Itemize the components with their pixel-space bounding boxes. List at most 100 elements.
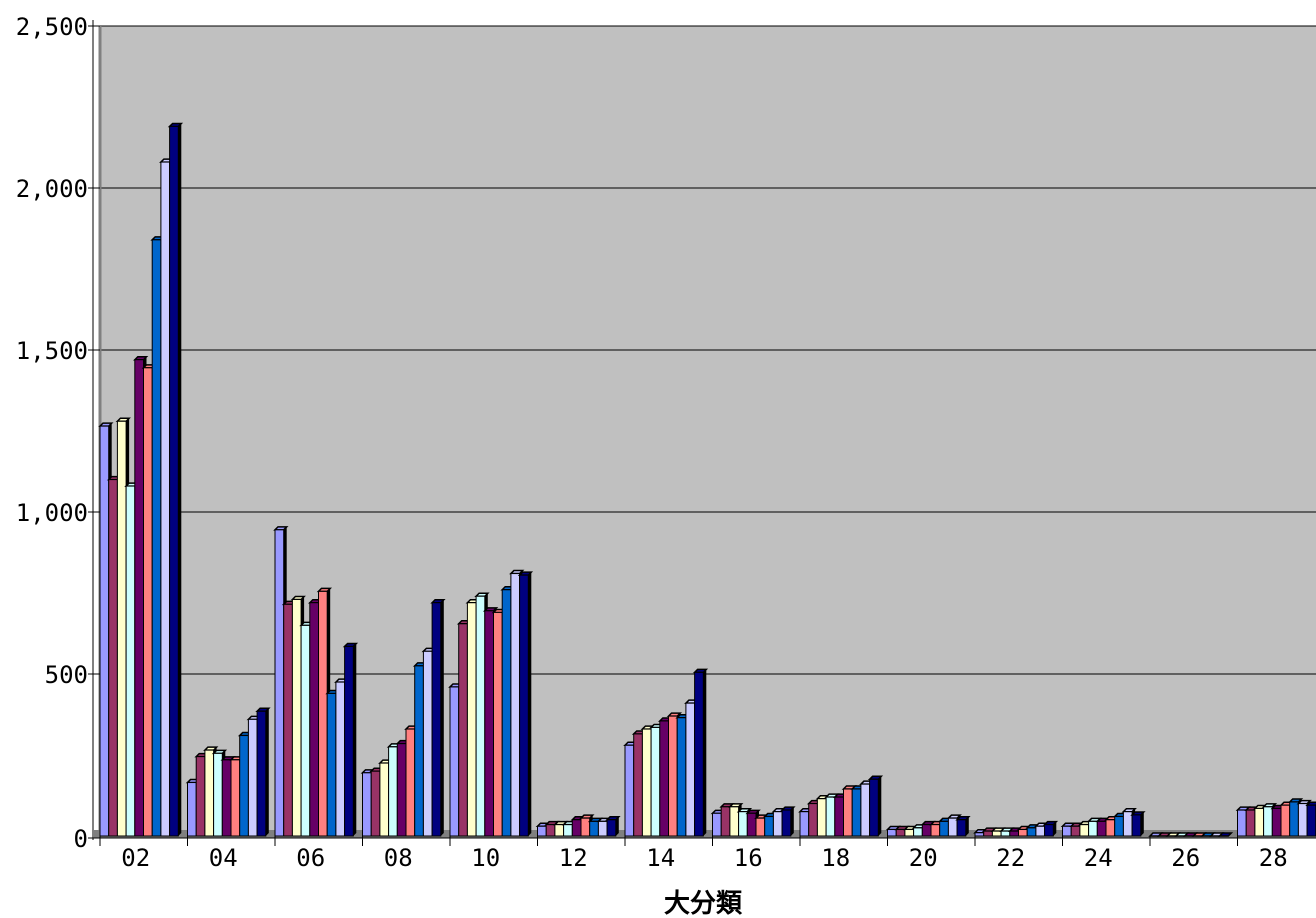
bar-front: [712, 812, 722, 837]
bar-front: [930, 824, 941, 837]
bar: [867, 775, 884, 837]
bar-front: [580, 817, 591, 837]
bar-front: [1009, 830, 1019, 837]
x-axis-ticks: 02 04 06 08 10 12 14 16 18 20 22 24 26 28: [99, 836, 1288, 872]
bar-side: [1140, 811, 1144, 836]
bar-front: [300, 624, 311, 837]
bar-front: [134, 359, 145, 837]
bar-front: [379, 762, 390, 837]
bar-front: [431, 602, 442, 837]
bar-front: [597, 820, 608, 837]
bar-front: [519, 574, 529, 837]
bar-front: [729, 806, 740, 837]
bar-front: [1018, 829, 1028, 837]
y-tick-label: 1,500: [16, 337, 88, 365]
bar-front: [1088, 820, 1098, 837]
y-tick-label: 0: [74, 825, 88, 853]
y-tick-label: 1,000: [16, 499, 88, 527]
bar-front: [169, 125, 179, 837]
bar-front: [895, 829, 906, 837]
x-tick-label: 10: [471, 844, 500, 872]
bar-front: [860, 783, 871, 837]
bar-front: [466, 602, 477, 837]
bar-front: [947, 817, 958, 837]
bar-side: [440, 599, 444, 836]
bar-front: [1062, 825, 1072, 837]
bar-front: [318, 590, 328, 837]
bar-front: [589, 820, 599, 837]
bar-front: [213, 752, 223, 837]
bar-front: [335, 681, 346, 837]
bar-front: [624, 744, 635, 837]
x-tick-label: 18: [821, 844, 850, 872]
bar-front: [772, 811, 783, 837]
bar-front: [869, 778, 879, 837]
bar-front: [309, 602, 319, 837]
bar-front: [274, 529, 285, 837]
y-tick-label: 2,000: [16, 175, 88, 203]
bar-front: [808, 803, 818, 837]
bar-front: [396, 743, 407, 837]
bar-front: [816, 798, 827, 837]
bar-front: [676, 717, 687, 837]
bar-front: [956, 819, 967, 837]
bar-front: [974, 832, 985, 837]
bar-front: [720, 806, 731, 837]
bar-side: [790, 807, 794, 836]
bar-front: [1079, 824, 1090, 837]
bar-side: [965, 816, 969, 836]
bar-front: [1131, 814, 1142, 837]
bar-front: [283, 603, 293, 837]
bar-front: [1035, 825, 1046, 837]
bar-front: [554, 824, 565, 837]
x-tick-label: 22: [996, 844, 1025, 872]
bar-side: [178, 123, 182, 836]
bar-front: [887, 829, 897, 837]
x-tick-label: 16: [734, 844, 763, 872]
bar-front: [913, 827, 923, 837]
bar-front: [204, 749, 215, 837]
bar-side: [353, 643, 357, 836]
bar-front: [1280, 804, 1291, 837]
bar-front: [781, 809, 792, 837]
bar-front: [291, 598, 302, 837]
bar-front: [501, 589, 512, 837]
bar-front: [668, 715, 678, 837]
bar-front: [484, 610, 494, 837]
x-tick-label: 04: [209, 844, 238, 872]
bar-front: [545, 824, 556, 837]
bar-side: [615, 816, 619, 836]
bar-front: [125, 485, 136, 837]
bar-side: [265, 708, 269, 836]
bar: [167, 122, 184, 837]
y-axis-ticks: 0 500 1,000 1,500 2,000 2,500: [16, 13, 100, 853]
bar-front: [563, 824, 573, 837]
bar: [1305, 801, 1316, 837]
bar-front: [1289, 801, 1299, 837]
bar-front: [659, 720, 669, 837]
x-tick-label: 06: [296, 844, 325, 872]
bar-front: [195, 756, 206, 837]
bar-side: [878, 776, 882, 836]
bar-front: [187, 782, 197, 837]
bar-front: [1096, 820, 1107, 837]
x-tick-label: 08: [384, 844, 413, 872]
bar-front: [571, 819, 582, 837]
bar-front: [1254, 807, 1265, 837]
bar-front: [1297, 803, 1308, 837]
bar: [255, 707, 271, 837]
bar: [605, 816, 621, 837]
bar-front: [405, 728, 416, 837]
bar-front: [370, 770, 381, 837]
bar-front: [230, 759, 241, 837]
bar: [342, 642, 359, 837]
bar-front: [904, 829, 915, 837]
bar-front: [1306, 804, 1316, 837]
bar-front: [362, 772, 372, 837]
bar-front: [326, 692, 337, 837]
bar-side: [1053, 821, 1057, 836]
bar-front: [239, 735, 249, 837]
bar-front: [1070, 825, 1081, 837]
bar: [955, 816, 971, 837]
